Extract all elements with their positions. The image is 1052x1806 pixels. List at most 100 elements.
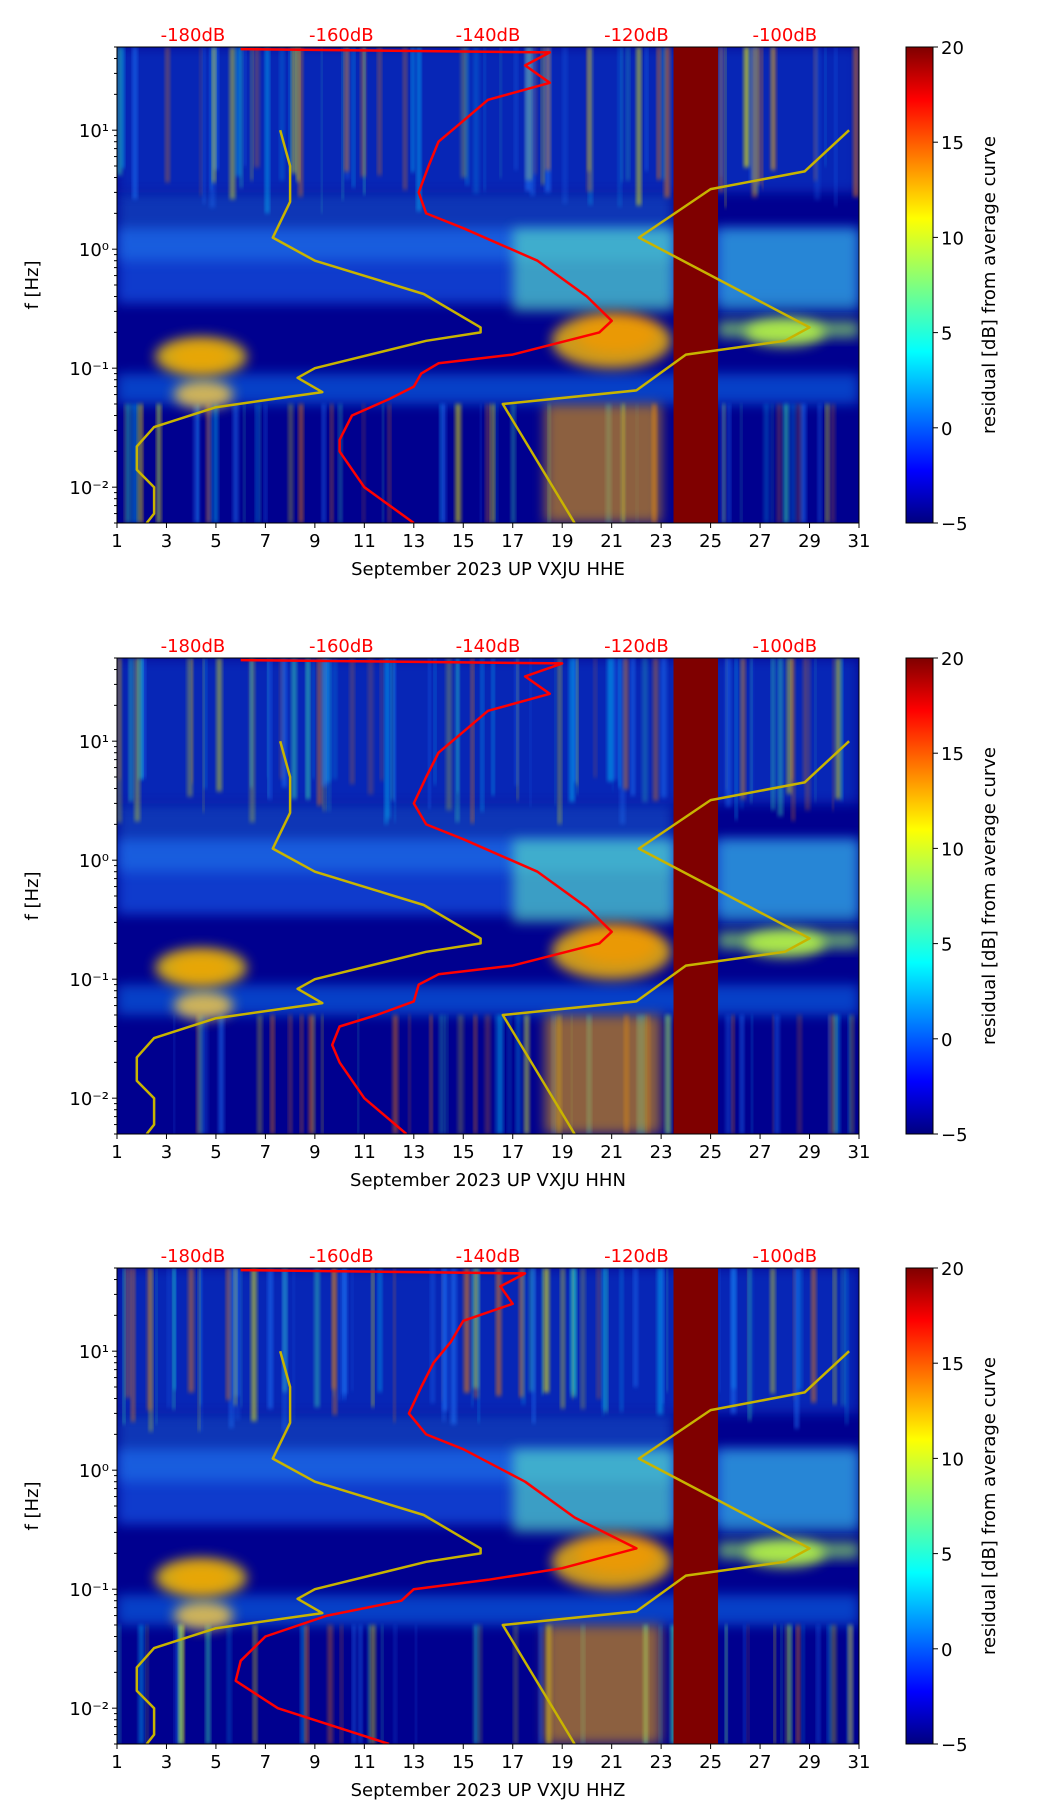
y-tick-label: 10¹ — [79, 1342, 109, 1363]
residual-streak — [280, 47, 284, 181]
residual-streak — [264, 404, 267, 523]
residual-streak — [257, 1015, 262, 1134]
residual-streak — [270, 1015, 275, 1134]
residual-streak — [188, 1268, 194, 1393]
residual-blob — [155, 1557, 248, 1598]
residual-streak — [752, 1268, 754, 1416]
overlay-curve-line — [135, 1350, 482, 1744]
residual-streak — [478, 1268, 480, 1423]
x-tick-label: 5 — [210, 1752, 221, 1773]
x-tick-label: 25 — [699, 1142, 722, 1163]
residual-streak — [802, 1625, 805, 1744]
residual-streak — [814, 658, 816, 802]
residual-streak — [751, 658, 754, 796]
colorbar-tick-label: 15 — [941, 133, 964, 154]
residual-streak — [239, 47, 243, 188]
residual-streak — [241, 1268, 243, 1408]
residual-streak — [845, 1268, 848, 1425]
residual-streak — [340, 1625, 343, 1744]
residual-streak — [848, 1625, 853, 1744]
residual-streak — [840, 658, 843, 801]
residual-streak — [132, 404, 138, 523]
residual-streak — [666, 1268, 668, 1393]
top-axis-db-label: -100dB — [752, 25, 817, 46]
average-psd-line — [240, 47, 613, 523]
residual-streak — [328, 1625, 333, 1744]
residual-streak — [774, 1015, 780, 1134]
residual-streak — [382, 404, 384, 523]
y-tick-label: 10⁻¹ — [69, 970, 109, 991]
colorbar-label: residual [dB] from average curve — [979, 747, 1000, 1045]
residual-streak — [370, 1625, 376, 1744]
residual-streak — [580, 1268, 585, 1410]
y-tick-label: 10⁰ — [79, 240, 109, 261]
residual-streak — [265, 47, 270, 214]
x-tick-label: 27 — [749, 531, 772, 552]
y-tick-label: 10¹ — [79, 121, 109, 142]
spectrogram-area — [117, 658, 859, 1134]
residual-streak — [378, 1268, 382, 1392]
x-tick-label: 15 — [452, 1752, 475, 1773]
residual-streak — [636, 47, 641, 206]
residual-streak — [267, 658, 269, 798]
top-axis-db-label: -120dB — [604, 1246, 669, 1267]
residual-streak — [572, 1268, 574, 1400]
residual-streak — [834, 47, 837, 206]
residual-streak — [342, 47, 344, 200]
residual-streak — [213, 404, 218, 523]
residual-streak — [491, 658, 495, 796]
residual-streak — [740, 404, 742, 523]
residual-streak — [777, 404, 781, 523]
residual-streak — [486, 404, 490, 523]
residual-streak — [833, 1268, 836, 1405]
residual-streak — [282, 658, 287, 788]
residual-streak — [827, 1625, 831, 1744]
residual-streak — [306, 658, 310, 800]
residual-streak — [507, 1015, 511, 1134]
residual-streak — [731, 1015, 735, 1134]
residual-blob — [744, 1539, 825, 1568]
top-axis-db-label: -160dB — [309, 25, 374, 46]
residual-streak — [848, 1015, 851, 1134]
colorbar-tick-label: 20 — [941, 1259, 964, 1280]
residual-streak — [441, 1268, 443, 1401]
residual-streak — [521, 1268, 525, 1405]
x-tick-label: 17 — [501, 1752, 524, 1773]
residual-streak — [720, 404, 725, 523]
y-tick-label: 10⁻² — [69, 1089, 109, 1110]
residual-band — [512, 228, 674, 312]
residual-streak — [778, 658, 783, 817]
residual-streak — [480, 404, 482, 523]
overlay-curve-line — [501, 129, 850, 523]
top-axis-db-label: -160dB — [309, 636, 374, 657]
residual-band — [718, 839, 859, 923]
residual-streak — [612, 658, 614, 792]
residual-streak — [533, 47, 537, 175]
residual-streak — [474, 1268, 479, 1399]
residual-band — [117, 373, 859, 404]
residual-hot-region — [544, 1015, 662, 1134]
residual-streak — [725, 658, 731, 807]
residual-streak — [473, 1625, 479, 1744]
residual-streak — [200, 1268, 202, 1406]
residual-streak — [746, 1268, 748, 1408]
residual-streak — [259, 404, 262, 523]
residual-streak — [445, 1015, 448, 1134]
residual-streak — [198, 1268, 201, 1431]
residual-streak — [495, 1015, 501, 1134]
residual-streak — [317, 658, 322, 806]
residual-streak — [657, 1268, 663, 1415]
residual-streak — [357, 1015, 359, 1134]
residual-blob — [744, 929, 825, 958]
residual-streak — [344, 47, 349, 172]
residual-streak — [167, 1268, 171, 1408]
residual-streak — [133, 47, 137, 200]
residual-streak — [645, 47, 648, 172]
residual-streak — [301, 1625, 305, 1744]
residual-streak — [314, 1268, 320, 1408]
residual-streak — [720, 47, 723, 177]
residual-streak — [787, 658, 792, 794]
x-tick-label: 15 — [452, 531, 475, 552]
residual-streak — [519, 1268, 524, 1398]
residual-streak — [442, 1268, 448, 1412]
